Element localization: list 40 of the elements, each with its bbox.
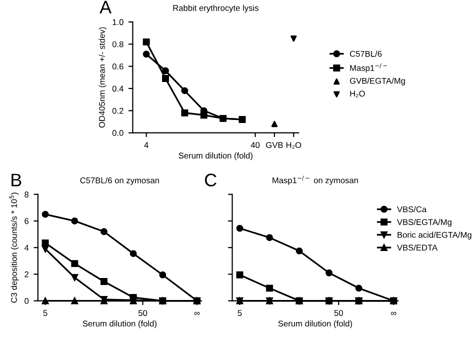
x-axis-title: Serum dilution (fold) — [278, 320, 352, 328]
chart-title: C57BL/6 on zymosan — [80, 177, 159, 185]
text: A — [100, 0, 112, 14]
legend-label: VBS/EDTA — [396, 244, 438, 251]
x-tick-label: 5 — [238, 310, 242, 316]
x-tick-label: H₂O — [286, 142, 302, 149]
x-tick-label: 50 — [138, 310, 148, 316]
y-tick-label: 0 — [24, 298, 29, 304]
legend-label: Masp1$^{−/−}$ — [350, 63, 387, 73]
y-axis-title: OD405nm (mean +/- stdev) — [98, 27, 107, 128]
y-tick-label: 0.8 — [112, 41, 124, 48]
y-tick-label: 0.6 — [112, 64, 124, 70]
y-tick-label: 2 — [24, 271, 28, 278]
legend-label: C57BL/6 — [350, 50, 382, 57]
x-tick-label: 50 — [334, 310, 343, 316]
legend-label: GVB/EGTA/Mg — [350, 78, 405, 86]
y-axis-title: C3 deposition (counts/s * 10$^{5}$) — [9, 192, 19, 303]
y-tick-label: 8 — [24, 192, 29, 198]
legend-label: H₂O — [350, 90, 365, 98]
x-axis-title: Serum dilution (fold) — [82, 320, 156, 328]
chart-title: Rabbit erythrocyte lysis — [173, 4, 258, 13]
legend-label: VBS/Ca — [396, 206, 427, 212]
y-tick-label: 4 — [24, 244, 29, 251]
text: C — [204, 174, 216, 186]
y-tick-label: 0.4 — [112, 86, 124, 92]
x-axis-title: Serum dilution (fold) — [178, 152, 252, 160]
x-tick-label: 4 — [144, 142, 148, 148]
x-tick-label: 40 — [250, 142, 260, 148]
x-tick-label: ∞ — [391, 312, 396, 316]
chart-title: Masp1$^{−/−}$ on zymosan — [272, 176, 358, 185]
y-tick-label: 6 — [24, 218, 29, 224]
x-tick-label: GVB — [266, 142, 283, 148]
y-tick-label: 0.0 — [112, 130, 124, 136]
x-tick-label: 5 — [43, 310, 48, 316]
y-tick-label: 1.0 — [112, 19, 124, 26]
y-tick-label: 0.2 — [112, 108, 124, 114]
legend-label: VBS/EGTA/Mg — [396, 218, 452, 227]
x-tick-label: ∞ — [194, 312, 200, 316]
legend-label: Boric acid/EGTA/Mg — [398, 232, 472, 240]
text: B — [12, 174, 22, 186]
